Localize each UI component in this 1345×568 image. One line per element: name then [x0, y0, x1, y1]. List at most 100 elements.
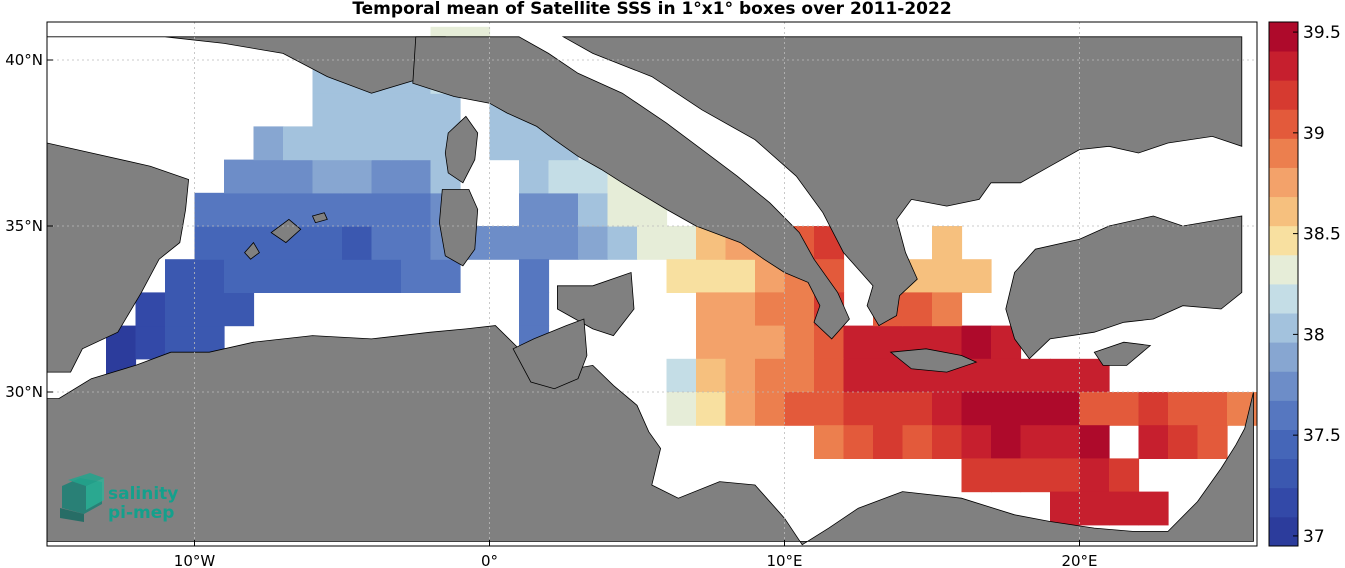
colorbar-band: [1269, 225, 1298, 256]
sss-cell: [401, 192, 432, 227]
sss-cell: [401, 126, 432, 161]
colorbar-frame: [1268, 21, 1299, 547]
sss-cell: [1079, 491, 1110, 526]
sss-cell: [932, 392, 963, 426]
land-africa: [47, 325, 1254, 546]
sss-cell: [873, 358, 904, 393]
land-sicily: [557, 271, 635, 337]
sss-cell: [902, 292, 933, 327]
sss-cell: [430, 259, 461, 293]
sss-cell: [1079, 458, 1110, 493]
sss-cell: [755, 292, 786, 327]
sss-cell: [991, 458, 1022, 493]
land-crete: [889, 348, 978, 373]
colorbar-band: [1269, 138, 1298, 168]
sss-cell: [1197, 392, 1228, 426]
sss-cell: [519, 292, 550, 327]
sss-cell: [1079, 425, 1110, 459]
colorbar-band: [1269, 109, 1298, 139]
sss-cell: [873, 425, 904, 459]
colorbar-band: [1269, 429, 1298, 460]
sss-cell: [371, 226, 402, 260]
land-turkey: [1005, 215, 1243, 360]
logo-line-1: salinity: [108, 484, 178, 504]
sss-cell: [401, 93, 432, 127]
sss-cell: [371, 159, 402, 194]
colorbar-band: [1269, 196, 1298, 227]
sss-cell: [1020, 458, 1051, 493]
sss-cell: [666, 226, 697, 260]
land-ibiza: [244, 241, 260, 260]
sss-cell: [961, 425, 992, 459]
sss-cell: [489, 126, 520, 161]
sss-cell: [312, 93, 343, 127]
sss-cell: [342, 259, 373, 293]
colorbar-band: [1269, 516, 1298, 547]
sss-cell: [607, 226, 638, 260]
sss-cell: [843, 358, 874, 393]
sss-cell: [784, 325, 815, 360]
sss-cell: [932, 226, 963, 260]
land-menorca: [311, 212, 328, 224]
land-corsica: [444, 115, 479, 184]
sss-cell: [342, 159, 373, 194]
sss-cell: [696, 392, 727, 426]
sss-cell: [194, 259, 225, 293]
sss-cell: [696, 325, 727, 360]
sss-cell: [371, 93, 402, 127]
colorbar-band: [1269, 400, 1298, 430]
sss-cell: [342, 226, 373, 260]
sss-cell: [932, 292, 963, 327]
colorbar-band: [1269, 313, 1298, 343]
sss-cell: [401, 159, 432, 194]
colorbar-band: [1269, 254, 1298, 285]
land-mallorca: [270, 218, 302, 244]
sss-cell: [430, 93, 461, 127]
sss-cell: [991, 425, 1022, 459]
y-tick-label: 30°N: [5, 383, 43, 401]
sss-cell: [1050, 491, 1081, 526]
sss-cell: [1168, 392, 1199, 426]
colorbar-band: [1269, 167, 1298, 198]
sss-cell: [371, 126, 402, 161]
sss-cell: [1109, 491, 1140, 526]
sss-cell: [342, 126, 373, 161]
sss-cell: [578, 192, 609, 227]
colorbar-tick-label: 38: [1303, 325, 1325, 345]
sss-cell: [1050, 425, 1081, 459]
sss-cell: [784, 358, 815, 393]
sss-cell: [814, 392, 845, 426]
colorbar: 37 37.5 38 38.5 39 39.5: [1268, 21, 1341, 547]
colorbar-band: [1269, 22, 1298, 52]
sss-cell: [519, 192, 550, 227]
sss-cell: [1020, 358, 1051, 393]
sss-cell: [519, 159, 550, 194]
sss-cell: [253, 126, 284, 161]
sss-cell: [548, 226, 579, 260]
sss-cell: [135, 292, 166, 327]
sss-cell: [1079, 392, 1110, 426]
sss-cell: [873, 392, 904, 426]
plot-frame: [46, 21, 1258, 547]
colorbar-band: [1269, 371, 1298, 401]
sss-cell: [1168, 425, 1199, 459]
colorbar-tick-label: 38.5: [1303, 225, 1341, 245]
sss-cell: [666, 259, 697, 293]
sss-cell: [371, 192, 402, 227]
sss-cell: [283, 126, 314, 161]
x-tick-label: 10°E: [766, 552, 802, 568]
sss-cell: [666, 392, 697, 426]
sss-cell: [902, 392, 933, 426]
sss-cell: [1138, 491, 1169, 526]
colorbar-band: [1269, 51, 1298, 81]
sss-cell: [194, 292, 225, 327]
sss-cell: [991, 392, 1022, 426]
sss-cell: [194, 226, 225, 260]
sss-cell: [784, 292, 815, 327]
colorbar-band: [1269, 487, 1298, 518]
sss-cell: [961, 458, 992, 493]
sss-cell: [991, 358, 1022, 393]
colorbar-band: [1269, 284, 1298, 314]
colorbar-tick-label: 39.5: [1303, 23, 1341, 43]
